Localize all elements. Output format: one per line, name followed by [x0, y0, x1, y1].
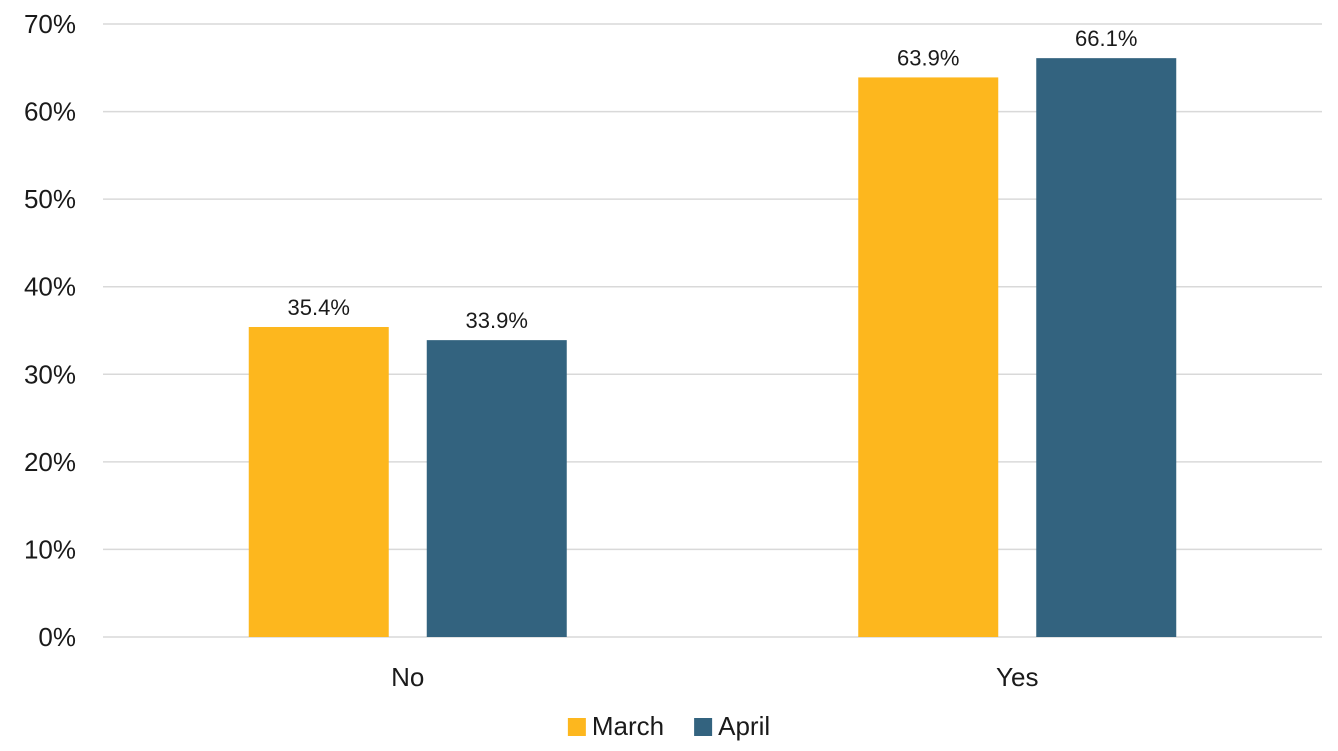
y-tick-label: 0% [38, 622, 76, 652]
data-labels: 35.4% 33.9% 63.9% 66.1% [288, 26, 1138, 333]
bar [426, 340, 567, 637]
data-label: 33.9% [466, 308, 528, 333]
data-label: 66.1% [1075, 26, 1137, 51]
legend-swatch [567, 718, 586, 736]
y-tick-label: 10% [24, 534, 76, 564]
x-category-label: No [391, 662, 424, 692]
bars [248, 58, 1177, 638]
x-axis-category-labels: No Yes [391, 662, 1038, 692]
data-label: 35.4% [288, 295, 350, 320]
y-tick-label: 70% [24, 9, 76, 39]
bar [858, 77, 999, 637]
y-tick-label: 40% [24, 272, 76, 302]
y-tick-label: 30% [24, 359, 76, 389]
bar [248, 326, 389, 637]
legend-swatch [694, 718, 713, 736]
data-label: 63.9% [897, 45, 959, 70]
legend: March April [567, 711, 770, 741]
y-tick-label: 50% [24, 184, 76, 214]
bar [1036, 58, 1177, 638]
y-tick-label: 60% [24, 97, 76, 127]
legend-label: March [592, 711, 664, 741]
y-tick-label: 20% [24, 447, 76, 477]
legend-label: April [718, 711, 770, 741]
y-axis-tick-labels: 0% 10% 20% 30% 40% 50% 60% 70% [24, 9, 76, 652]
x-category-label: Yes [996, 662, 1038, 692]
